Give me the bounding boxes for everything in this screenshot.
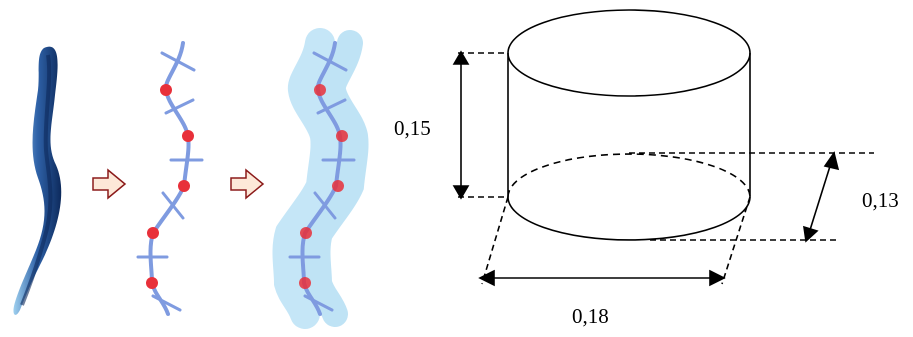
cylinder-bottom-back: [507, 153, 751, 198]
worm-image: [13, 46, 62, 315]
offset-label: 0,13: [862, 188, 899, 212]
skeleton-node: [160, 84, 172, 96]
reconstructed-body: [272, 28, 369, 329]
diameter-label: 0,18: [572, 304, 609, 328]
offset-dimension: [629, 151, 874, 243]
body-node: [336, 130, 348, 142]
skeleton-node: [146, 277, 158, 289]
body-node: [314, 84, 326, 96]
process-arrow-2: [230, 168, 265, 200]
skeleton-node: [178, 180, 190, 192]
height-dimension: [452, 50, 508, 200]
cylinder-top: [507, 9, 751, 97]
cylinder: [507, 9, 751, 241]
process-arrow-1: [92, 168, 127, 200]
body-node: [300, 227, 312, 239]
skeleton-nodes: [146, 84, 194, 289]
body-node: [299, 277, 311, 289]
diameter-dimension: [478, 196, 751, 287]
body-nodes: [299, 84, 348, 289]
skeleton-node: [147, 227, 159, 239]
body-node: [332, 180, 344, 192]
skeleton-node: [182, 130, 194, 142]
skeleton-diagram: [136, 41, 204, 316]
height-label: 0,15: [394, 116, 431, 140]
cylinder-bottom-front: [507, 196, 751, 241]
